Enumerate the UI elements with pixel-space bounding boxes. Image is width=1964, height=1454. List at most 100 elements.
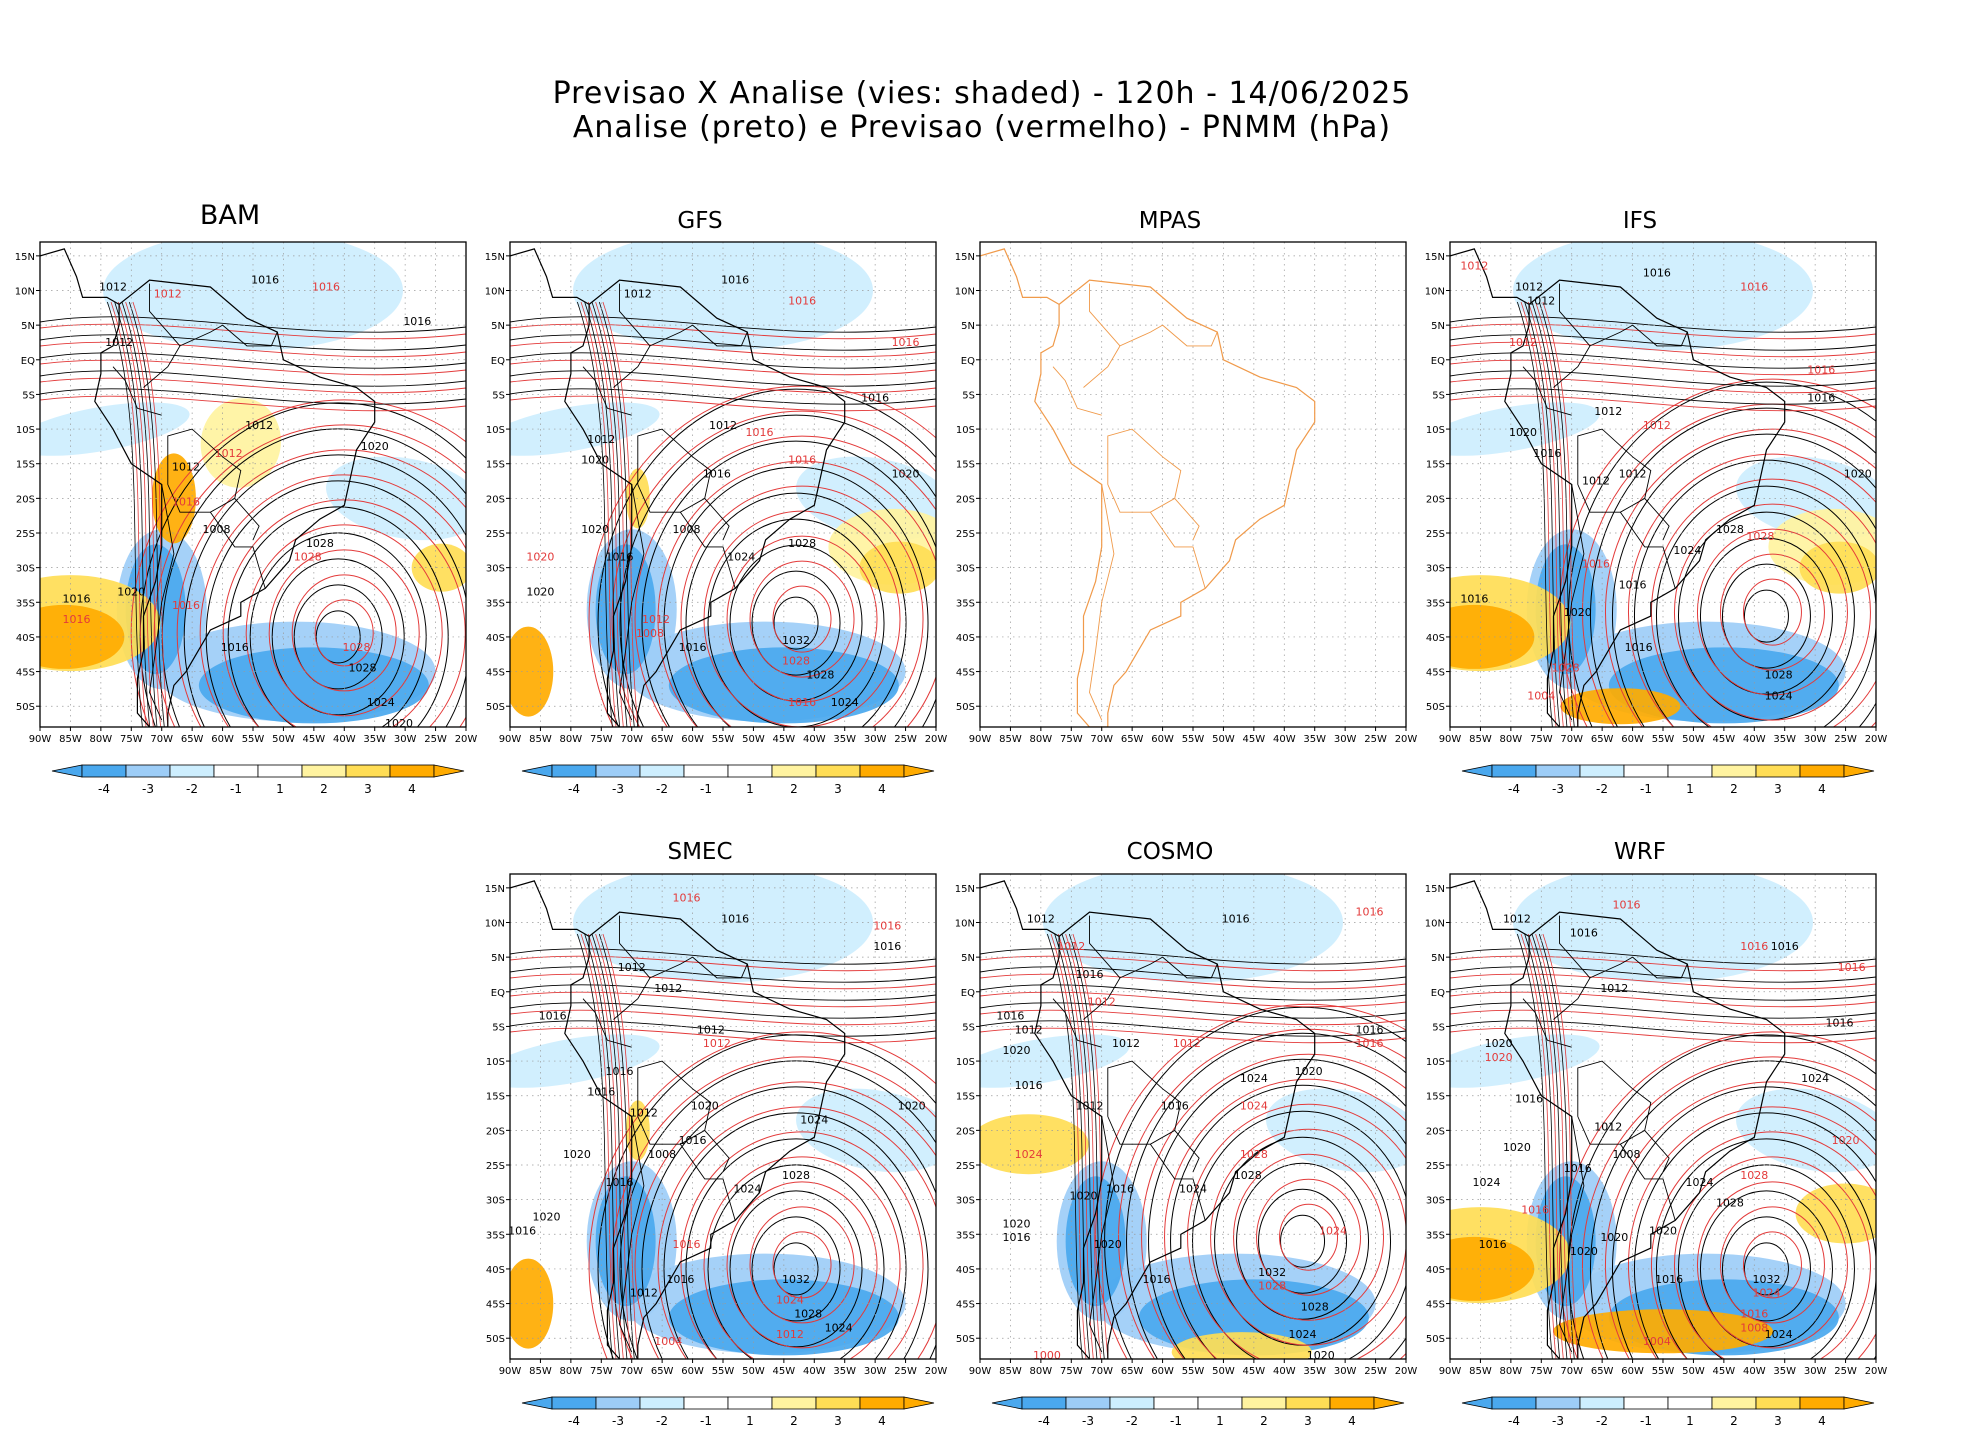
panel-title-bam: BAM [199,200,261,231]
y-tick-label: 30S [486,1196,505,1207]
y-tick-label: 10S [1426,1057,1445,1068]
isobar-label: 1024 [800,1113,828,1126]
colorbar-swatch [727,764,773,778]
x-tick-label: 65W [1591,734,1614,745]
colorbar-label: -4 [568,1414,580,1428]
y-tick-label: 5N [21,321,35,332]
colorbar-label: 1 [276,782,284,796]
panel-title-smec: SMEC [667,839,733,865]
isobar-label: 1016 [1222,913,1250,926]
colorbar-cosmo: -4 -3 -2 -1 1 2 3 4 [991,1396,1405,1428]
x-tick-label: 90W [1439,1366,1462,1377]
y-tick-label: 5N [491,953,505,964]
colorbar-swatch [1153,1396,1199,1410]
isobar-label: 1020 [1307,1349,1335,1362]
x-tick-label: 85W [59,734,82,745]
colorbar-swatch [125,764,171,778]
isobar-label: 1012 [1515,281,1543,294]
y-tick-label: 5N [1431,321,1445,332]
y-tick-label: 15S [1426,460,1445,471]
isobar-label: 1012 [618,961,646,974]
y-tick-label: 45S [486,1300,505,1311]
x-tick-label: 70W [1560,1366,1583,1377]
y-tick-label: 5S [1432,1022,1445,1033]
y-tick-label: 10N [955,287,975,298]
isobar-label: 1016 [1771,940,1799,953]
y-tick-label: 15S [956,1092,975,1103]
isobar-label: 1028 [806,669,834,682]
isobar-label: 1028 [294,551,322,564]
y-tick-label: 25S [486,1161,505,1172]
isobar-label: 1016 [1161,1100,1189,1113]
colorbar-label: 4 [878,1414,886,1428]
x-tick-label: 60W [1151,1366,1174,1377]
isobar-label: 1024 [1015,1148,1043,1161]
colorbar-label: 1 [746,782,754,796]
isobar-label: 1012 [1643,419,1671,432]
isobar-label: 1012 [697,1023,725,1036]
x-tick-label: 70W [150,734,173,745]
colorbar-swatch [1241,1396,1287,1410]
x-tick-label: 45W [1243,1366,1266,1377]
x-tick-label: 85W [1469,734,1492,745]
isobar-label: 1020 [1003,1044,1031,1057]
isobar-label: 1028 [1301,1301,1329,1314]
colorbar-swatch [1579,1396,1625,1410]
x-tick-label: 50W [1682,1366,1705,1377]
isobar-label: 1032 [782,1273,810,1286]
colorbar-label: -3 [1552,782,1564,796]
colorbar-swatch [639,764,685,778]
isobar-label: 1016 [1655,1273,1683,1286]
isobar-label: 1024 [1801,1072,1829,1085]
x-tick-label: 20W [1395,734,1418,745]
colorbar-label: 3 [364,782,372,796]
colorbar-swatch [1667,764,1713,778]
y-tick-label: 15S [1426,1092,1445,1103]
isobar-label: 1008 [202,523,230,536]
x-tick-label: 80W [90,734,113,745]
isobar-label: 1020 [898,1100,926,1113]
colorbar-swatch [1623,764,1669,778]
panel-title-cosmo: COSMO [1126,839,1214,865]
colorbar-label: 2 [320,782,328,796]
isobar-label: 1016 [1825,1016,1853,1029]
isobar-label: 1024 [1319,1224,1347,1237]
y-tick-label: 50S [1426,702,1445,713]
isobar-label: 1016 [1521,1204,1549,1217]
colorbar-label: -1 [1640,1414,1652,1428]
map-smec: 1016101610161016101210121016101210121016… [485,873,947,1428]
y-tick-label: 40S [956,1265,975,1276]
colorbar-label: -4 [98,782,110,796]
isobar-label: 1028 [1234,1169,1262,1182]
x-tick-label: 35W [833,734,856,745]
colorbar-swatch [551,764,597,778]
y-tick-label: 25S [486,529,505,540]
colorbar-swatch [815,1396,861,1410]
x-tick-label: 50W [742,1366,765,1377]
y-tick-label: 15N [955,884,975,895]
x-tick-label: 45W [773,734,796,745]
colorbar-swatch [859,764,905,778]
isobar-label: 1028 [342,641,370,654]
isobar-label: 1020 [526,585,554,598]
x-tick-label: 20W [925,1366,948,1377]
isobar-label: 1012 [642,613,670,626]
y-tick-label: 10N [1425,287,1445,298]
isobar-label: 1016 [892,336,920,349]
y-tick-label: 5S [962,1022,975,1033]
colorbar-label: 2 [790,1414,798,1428]
isobar-label: 1020 [581,523,609,536]
colorbar-swatch [595,1396,641,1410]
x-tick-label: 80W [560,734,583,745]
x-tick-label: 75W [1530,734,1553,745]
map-bam: 1016 1016 1012 1012 1016 1012 1012 1020 1012 1012… [15,241,477,796]
isobar-label: 1024 [1686,1176,1714,1189]
isobar-label: 1016 [1015,1079,1043,1092]
y-tick-label: EQ [1431,356,1445,367]
colorbar-swatch [1623,1396,1669,1410]
x-tick-label: 80W [1500,1366,1523,1377]
y-tick-label: 25S [956,1161,975,1172]
colorbar-label: -1 [700,782,712,796]
colorbar-swatch [301,764,347,778]
x-tick-label: 35W [363,734,386,745]
